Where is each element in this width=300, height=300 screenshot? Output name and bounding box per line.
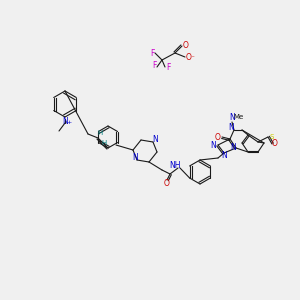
Text: O: O [215, 133, 221, 142]
Text: N: N [132, 154, 138, 163]
Text: F: F [166, 62, 170, 71]
Text: N: N [228, 124, 234, 133]
Text: S: S [270, 134, 274, 140]
Text: O: O [164, 178, 170, 188]
Text: +: + [66, 119, 72, 124]
Text: N: N [221, 152, 227, 160]
Text: H: H [98, 130, 103, 136]
Text: N: N [229, 113, 235, 122]
Text: O: O [272, 140, 278, 148]
Text: N: N [230, 143, 236, 152]
Text: N: N [210, 140, 216, 149]
Text: NH: NH [169, 161, 181, 170]
Text: F: F [150, 49, 154, 58]
Text: F: F [152, 61, 156, 70]
Text: N: N [62, 116, 68, 125]
Text: H: H [101, 140, 106, 146]
Text: Me: Me [233, 114, 243, 120]
Text: O⁻: O⁻ [186, 52, 196, 62]
Text: N: N [152, 136, 158, 145]
Text: O: O [183, 41, 189, 50]
